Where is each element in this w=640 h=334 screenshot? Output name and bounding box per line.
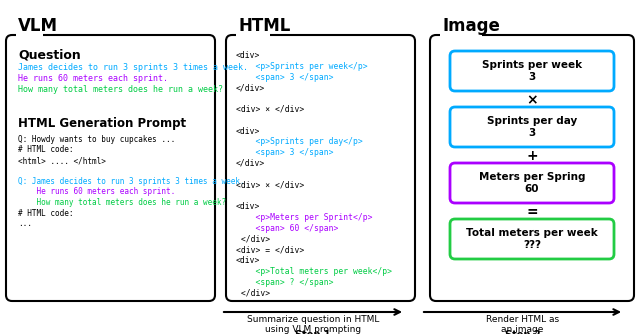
Text: <p>Sprints per week</p>: <p>Sprints per week</p> [236, 62, 367, 71]
Text: Meters per Spring
60: Meters per Spring 60 [479, 172, 585, 194]
FancyBboxPatch shape [450, 163, 614, 203]
Text: Q: James decides to run 3 sprints 3 times a week.: Q: James decides to run 3 sprints 3 time… [18, 177, 244, 186]
Text: James decides to run 3 sprints 3 times a week.: James decides to run 3 sprints 3 times a… [18, 63, 248, 72]
Text: </div>: </div> [236, 234, 270, 243]
Text: HTML Generation Prompt: HTML Generation Prompt [18, 117, 186, 130]
Text: <div> × </div>: <div> × </div> [236, 181, 304, 190]
Text: ...: ... [18, 219, 32, 228]
Text: Step 2: Step 2 [505, 330, 540, 334]
Text: </div>: </div> [236, 289, 270, 298]
Text: <div>: <div> [236, 127, 260, 136]
Text: <div>: <div> [236, 202, 260, 211]
FancyBboxPatch shape [236, 31, 270, 41]
FancyBboxPatch shape [226, 35, 415, 301]
FancyBboxPatch shape [450, 107, 614, 147]
Text: <p>Meters per Sprint</p>: <p>Meters per Sprint</p> [236, 213, 372, 222]
Text: # HTML code:: # HTML code: [18, 146, 74, 155]
Text: Render HTML as
an image: Render HTML as an image [486, 315, 559, 334]
Text: How many total meters does he run a week?: How many total meters does he run a week… [18, 198, 226, 207]
Text: <span> 3 </span>: <span> 3 </span> [236, 148, 333, 157]
Text: Q: Howdy wants to buy cupcakes ...: Q: Howdy wants to buy cupcakes ... [18, 135, 175, 144]
Text: Sprints per week
3: Sprints per week 3 [482, 60, 582, 82]
Text: How many total meters does he run a week?: How many total meters does he run a week… [18, 85, 223, 94]
Text: HTML: HTML [238, 17, 291, 35]
Text: =: = [526, 205, 538, 219]
Text: ×: × [526, 93, 538, 107]
Text: Question: Question [18, 49, 81, 62]
Text: Sprints per day
3: Sprints per day 3 [487, 116, 577, 138]
Text: </div>: </div> [236, 84, 265, 93]
Text: Step 1: Step 1 [295, 330, 331, 334]
Text: Image: Image [442, 17, 500, 35]
Text: <p>Sprints per day</p>: <p>Sprints per day</p> [236, 137, 363, 146]
Text: He runs 60 meters each sprint.: He runs 60 meters each sprint. [18, 74, 168, 83]
Text: VLM: VLM [18, 17, 58, 35]
FancyBboxPatch shape [450, 219, 614, 259]
Text: # HTML code:: # HTML code: [18, 208, 74, 217]
Text: <div> = </div>: <div> = </div> [236, 245, 304, 255]
Text: <span> 60 </span>: <span> 60 </span> [236, 224, 339, 233]
Text: Total meters per week
???: Total meters per week ??? [466, 228, 598, 250]
Text: <span> 3 </span>: <span> 3 </span> [236, 72, 333, 81]
Text: <p>Total meters per week</p>: <p>Total meters per week</p> [236, 267, 392, 276]
FancyBboxPatch shape [440, 31, 481, 41]
FancyBboxPatch shape [6, 35, 215, 301]
Text: He runs 60 meters each sprint.: He runs 60 meters each sprint. [18, 187, 175, 196]
Text: <div>: <div> [236, 256, 260, 265]
FancyBboxPatch shape [430, 35, 634, 301]
FancyBboxPatch shape [16, 31, 42, 41]
Text: +: + [526, 149, 538, 163]
Text: </div>: </div> [236, 159, 265, 168]
FancyBboxPatch shape [450, 51, 614, 91]
Text: <html> .... </html>: <html> .... </html> [18, 156, 106, 165]
Text: Summarize question in HTML
using VLM prompting: Summarize question in HTML using VLM pro… [247, 315, 379, 334]
Text: <div> × </div>: <div> × </div> [236, 105, 304, 114]
Text: <span> ? </span>: <span> ? </span> [236, 278, 333, 287]
Text: <div>: <div> [236, 51, 260, 60]
